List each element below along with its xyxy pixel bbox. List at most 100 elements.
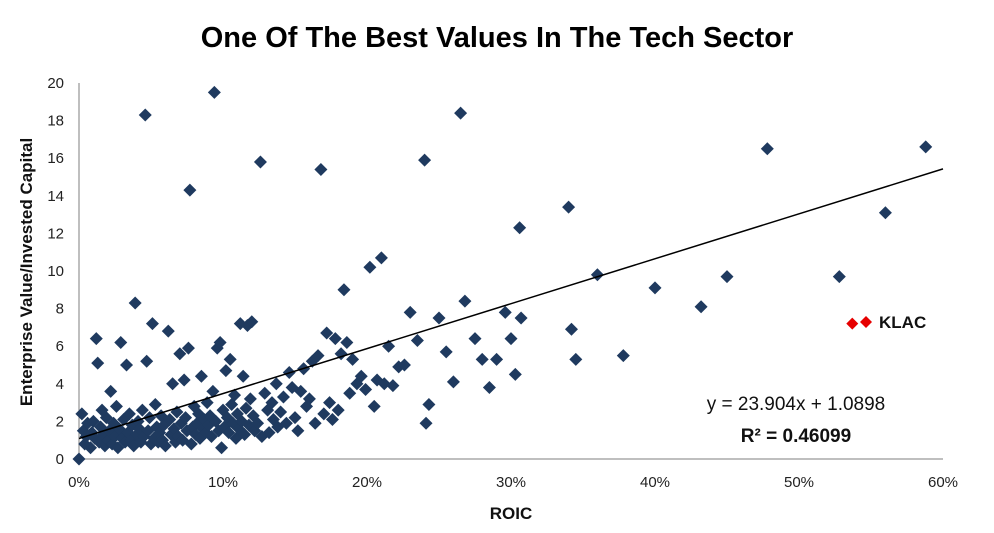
data-point <box>89 332 103 346</box>
y-tick-label: 6 <box>56 338 64 355</box>
data-point <box>75 407 89 421</box>
data-point <box>184 437 198 451</box>
x-axis-title: ROIC <box>490 504 533 523</box>
data-point <box>253 155 267 169</box>
data-point <box>403 305 417 319</box>
data-point <box>243 392 257 406</box>
data-point <box>148 397 162 411</box>
data-point <box>458 294 472 308</box>
data-point <box>213 335 227 349</box>
data-point <box>138 108 152 122</box>
y-tick-label: 2 <box>56 413 64 430</box>
data-point <box>562 200 576 214</box>
data-point <box>91 356 105 370</box>
x-tick-labels: 0% 10% 20% 30% 40% 50% 60% <box>68 474 958 491</box>
data-point <box>418 153 432 167</box>
data-point <box>183 183 197 197</box>
data-point <box>498 305 512 319</box>
data-point <box>504 332 518 346</box>
x-tick-label: 50% <box>784 474 814 491</box>
data-point <box>513 221 527 235</box>
legend-label-klac: KLAC <box>879 313 926 332</box>
trendline-equation: y = 23.904x + 1.0898 <box>707 394 886 415</box>
data-point <box>323 396 337 410</box>
data-point <box>228 388 242 402</box>
data-point <box>377 377 391 391</box>
x-tick-label: 40% <box>640 474 670 491</box>
y-tick-labels: 0 2 4 6 8 10 12 14 16 18 20 <box>47 75 64 468</box>
legend-marker-klac <box>860 316 872 328</box>
data-point <box>262 426 276 440</box>
y-tick-label: 4 <box>56 376 64 393</box>
data-point <box>482 381 496 395</box>
data-point <box>294 384 308 398</box>
data-point <box>269 377 283 391</box>
data-point <box>564 322 578 336</box>
x-tick-label: 0% <box>68 474 90 491</box>
y-tick-label: 16 <box>47 150 64 167</box>
data-point <box>363 260 377 274</box>
data-point <box>340 335 354 349</box>
data-point <box>878 206 892 220</box>
data-point <box>291 424 305 438</box>
data-point <box>279 416 293 430</box>
data-point <box>432 311 446 325</box>
data-point <box>475 352 489 366</box>
y-tick-label: 14 <box>47 188 64 205</box>
chart-title: One Of The Best Values In The Tech Secto… <box>200 22 794 54</box>
data-point <box>140 354 154 368</box>
data-point <box>163 413 177 427</box>
data-point <box>311 349 325 363</box>
data-point <box>490 352 504 366</box>
data-point <box>397 358 411 372</box>
data-point <box>179 411 193 425</box>
data-point <box>276 390 290 404</box>
y-tick-label: 0 <box>56 451 64 468</box>
data-point <box>84 441 98 455</box>
data-point <box>239 401 253 415</box>
data-point <box>308 416 322 430</box>
data-point <box>410 334 424 348</box>
data-point <box>223 352 237 366</box>
data-point <box>207 85 221 99</box>
data-point <box>236 369 250 383</box>
data-point <box>265 396 279 410</box>
data-point <box>288 411 302 425</box>
data-point <box>439 345 453 359</box>
data-point <box>446 375 460 389</box>
x-tick-label: 20% <box>352 474 382 491</box>
data-point <box>374 251 388 265</box>
data-point <box>209 414 223 428</box>
data-point <box>114 335 128 349</box>
data-point <box>320 326 334 340</box>
y-tick-label: 12 <box>47 225 64 242</box>
data-point <box>121 426 135 440</box>
axes <box>78 83 943 460</box>
highlight-points <box>846 317 859 330</box>
y-axis-title: Enterprise Value/Invested Capital <box>17 138 36 406</box>
data-point <box>359 382 373 396</box>
data-point <box>648 281 662 295</box>
data-point <box>367 399 381 413</box>
data-point <box>109 399 123 413</box>
data-point <box>258 386 272 400</box>
trendline-r-squared: R² = 0.46099 <box>741 426 851 447</box>
data-point <box>422 397 436 411</box>
data-point <box>161 324 175 338</box>
data-point <box>225 397 239 411</box>
data-point <box>720 270 734 284</box>
data-point <box>569 352 583 366</box>
data-point <box>215 441 229 455</box>
data-point <box>832 270 846 284</box>
data-point <box>694 300 708 314</box>
data-point <box>238 428 252 442</box>
x-tick-label: 10% <box>208 474 238 491</box>
klac-data-point <box>846 317 859 330</box>
data-point <box>245 315 259 329</box>
data-point <box>206 384 220 398</box>
data-point <box>173 347 187 361</box>
data-point <box>419 416 433 430</box>
x-tick-label: 30% <box>496 474 526 491</box>
data-point <box>354 369 368 383</box>
